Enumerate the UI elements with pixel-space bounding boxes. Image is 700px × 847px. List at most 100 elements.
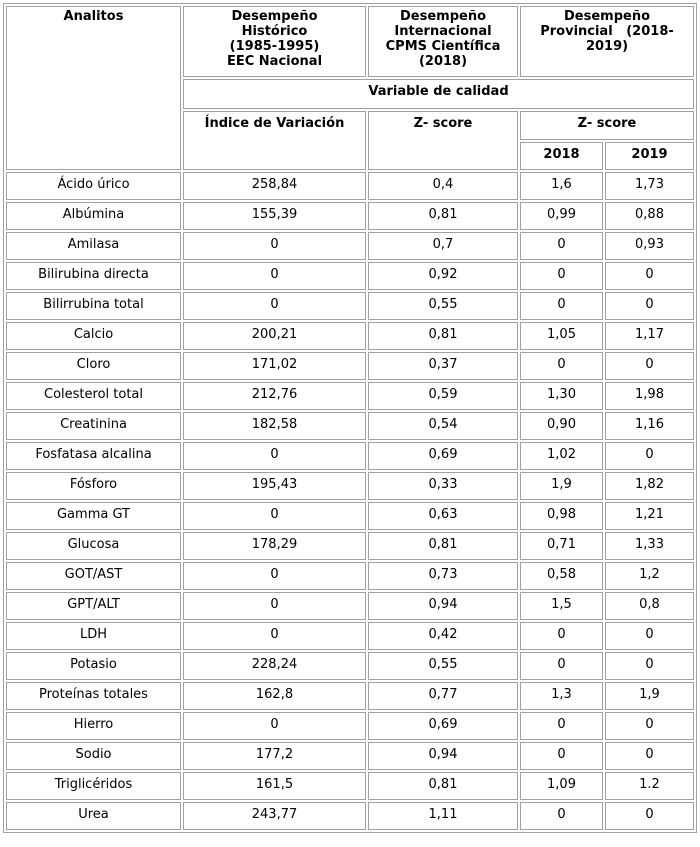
cell-zscore-internacional: 0,81 [368,532,518,560]
cell-indice-variacion: 0 [183,262,366,290]
cell-zscore-internacional: 0,54 [368,412,518,440]
cell-zscore-2018: 0,58 [520,562,603,590]
cell-analito: Hierro [6,712,181,740]
cell-analito: Triglicéridos [6,772,181,800]
header-provincial: Desempeño Provincial (2018- 2019) [520,6,694,77]
cell-zscore-2018: 0 [520,712,603,740]
cell-zscore-internacional: 0,73 [368,562,518,590]
cell-indice-variacion: 161,5 [183,772,366,800]
table-row: Sodio 177,2 0,94 0 0 [6,742,694,770]
analitos-table: Analitos Desempeño Histórico (1985-1995)… [3,3,697,833]
cell-zscore-2019: 1,9 [605,682,694,710]
cell-analito: LDH [6,622,181,650]
cell-zscore-internacional: 0,7 [368,232,518,260]
table-row: Glucosa 178,29 0,81 0,71 1,33 [6,532,694,560]
cell-zscore-internacional: 0,69 [368,442,518,470]
cell-zscore-2018: 0 [520,622,603,650]
cell-zscore-2018: 0,90 [520,412,603,440]
cell-zscore-internacional: 0,69 [368,712,518,740]
cell-zscore-2018: 0 [520,802,603,830]
cell-zscore-2018: 0 [520,262,603,290]
table-row: Hierro 0 0,69 0 0 [6,712,694,740]
cell-zscore-internacional: 0,4 [368,172,518,200]
cell-zscore-2019: 1,21 [605,502,694,530]
header-variable-calidad: Variable de calidad [183,79,694,109]
table-row: Fosfatasa alcalina 0 0,69 1,02 0 [6,442,694,470]
cell-analito: Ácido úrico [6,172,181,200]
table-row: Colesterol total 212,76 0,59 1,30 1,98 [6,382,694,410]
header-line: (1985-1995) [229,39,320,54]
header-2018: 2018 [520,142,603,170]
cell-zscore-2018: 1,6 [520,172,603,200]
cell-zscore-internacional: 0,55 [368,652,518,680]
header-line: Desempeño [563,9,651,24]
cell-zscore-2018: 1,9 [520,472,603,500]
table-row: Bilirrubina total 0 0,55 0 0 [6,292,694,320]
header-line: Internacional [394,24,492,39]
cell-zscore-2019: 0 [605,292,694,320]
cell-indice-variacion: 162,8 [183,682,366,710]
header-line: Provincial (2018- [540,24,674,39]
cell-analito: Cloro [6,352,181,380]
cell-analito: GPT/ALT [6,592,181,620]
cell-analito: Creatinina [6,412,181,440]
cell-zscore-internacional: 0,81 [368,202,518,230]
table-row: Calcio 200,21 0,81 1,05 1,17 [6,322,694,350]
table-row: Ácido úrico 258,84 0,4 1,6 1,73 [6,172,694,200]
header-internacional: Desempeño Internacional CPMS Científica … [368,6,518,77]
cell-analito: Fósforo [6,472,181,500]
table-row: Triglicéridos 161,5 0,81 1,09 1.2 [6,772,694,800]
cell-indice-variacion: 0 [183,442,366,470]
table-row: GPT/ALT 0 0,94 1,5 0,8 [6,592,694,620]
cell-zscore-2019: 0 [605,622,694,650]
cell-analito: Amilasa [6,232,181,260]
header-2019: 2019 [605,142,694,170]
table-row: Potasio 228,24 0,55 0 0 [6,652,694,680]
cell-zscore-2018: 0 [520,652,603,680]
cell-zscore-internacional: 0,55 [368,292,518,320]
cell-zscore-2019: 1,33 [605,532,694,560]
table-row: Creatinina 182,58 0,54 0,90 1,16 [6,412,694,440]
header-indice-variacion: Índice de Variación [183,111,366,170]
cell-analito: Potasio [6,652,181,680]
header-line: Histórico [241,24,308,39]
cell-analito: Proteínas totales [6,682,181,710]
header-line: (2018) [418,54,468,69]
cell-zscore-2019: 0,93 [605,232,694,260]
cell-zscore-2019: 1,82 [605,472,694,500]
table-row: Albúmina 155,39 0,81 0,99 0,88 [6,202,694,230]
cell-zscore-2019: 1,2 [605,562,694,590]
cell-zscore-2018: 1,02 [520,442,603,470]
cell-zscore-2019: 0 [605,802,694,830]
cell-indice-variacion: 195,43 [183,472,366,500]
cell-zscore-internacional: 0,94 [368,592,518,620]
cell-indice-variacion: 243,77 [183,802,366,830]
cell-zscore-internacional: 0,42 [368,622,518,650]
cell-zscore-2019: 1,16 [605,412,694,440]
cell-zscore-internacional: 0,77 [368,682,518,710]
cell-zscore-2018: 0 [520,352,603,380]
cell-zscore-2019: 1,17 [605,322,694,350]
cell-zscore-2018: 0,71 [520,532,603,560]
header-analitos: Analitos [6,6,181,170]
cell-zscore-internacional: 0,33 [368,472,518,500]
cell-zscore-2018: 1,30 [520,382,603,410]
header-line: EEC Nacional [226,54,323,69]
cell-analito: Albúmina [6,202,181,230]
cell-indice-variacion: 0 [183,592,366,620]
cell-zscore-internacional: 0,63 [368,502,518,530]
cell-zscore-2018: 1,5 [520,592,603,620]
header-line: Desempeño [399,9,487,24]
header-zscore-internacional: Z- score [368,111,518,170]
table-row: Amilasa 0 0,7 0 0,93 [6,232,694,260]
table-row: LDH 0 0,42 0 0 [6,622,694,650]
cell-analito: Calcio [6,322,181,350]
table-row: Fósforo 195,43 0,33 1,9 1,82 [6,472,694,500]
cell-zscore-2018: 1,3 [520,682,603,710]
cell-analito: GOT/AST [6,562,181,590]
cell-zscore-internacional: 0,94 [368,742,518,770]
cell-zscore-2018: 1,05 [520,322,603,350]
cell-zscore-2018: 0,98 [520,502,603,530]
cell-zscore-2019: 0 [605,652,694,680]
cell-indice-variacion: 0 [183,622,366,650]
